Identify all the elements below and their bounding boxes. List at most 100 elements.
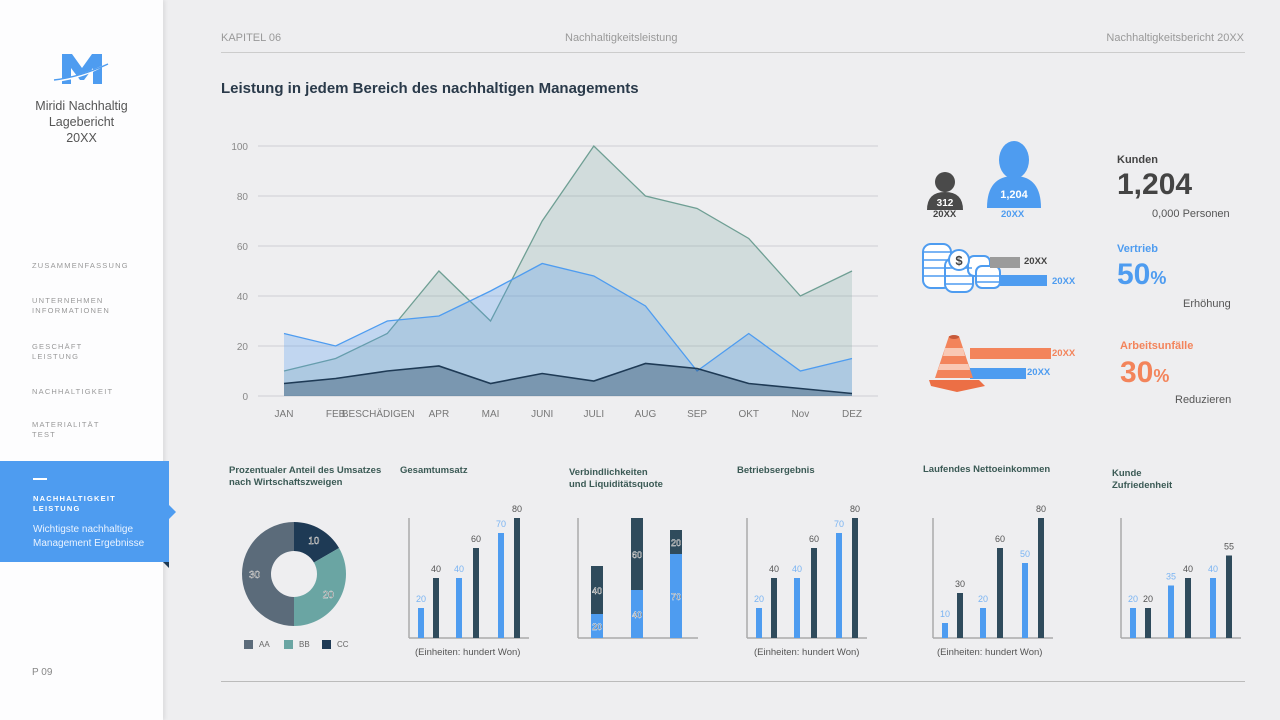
nav-label: GESCHÄFT: [32, 342, 83, 351]
svg-text:70: 70: [834, 519, 844, 529]
svg-text:0: 0: [242, 392, 248, 403]
donut-legend-bb: BB: [284, 640, 310, 649]
nav-label: TEST: [32, 430, 56, 439]
svg-text:10: 10: [940, 609, 950, 619]
svg-text:APR: APR: [429, 409, 450, 420]
chart-title-line: Verbindlichkeiten: [569, 467, 648, 478]
svg-text:20: 20: [1143, 594, 1153, 604]
stacked-bar-chart-verbindlichkeiten: 20 40 40 60 70 20: [577, 518, 698, 639]
svg-text:20: 20: [237, 342, 249, 353]
donut-title: Prozentualer Anteil des Umsatzes nach Wi…: [229, 465, 381, 489]
accidents-bar-prev: [970, 348, 1051, 359]
svg-text:JULI: JULI: [584, 409, 605, 420]
legend-swatch: [244, 640, 253, 649]
svg-text:20: 20: [978, 594, 988, 604]
unit-note: (Einheiten: hundert Won): [415, 647, 521, 658]
kpi-sales-number: 50: [1117, 258, 1151, 291]
svg-text:BESCHÄDIGEN: BESCHÄDIGEN: [342, 408, 415, 420]
person-small-icon: 312: [927, 172, 963, 210]
svg-text:20: 20: [671, 538, 681, 548]
sidebar-item-unternehmen-informationen[interactable]: UNTERNEHMEN INFORMATIONEN: [32, 296, 110, 316]
big-year: 20XX: [1001, 209, 1025, 220]
legend-swatch: [284, 640, 293, 649]
ribbon-fold: [163, 562, 169, 568]
sidebar-item-nachhaltigkeit[interactable]: NACHHALTIGKEIT: [32, 387, 113, 397]
nav-label: NACHHALTIGKEIT: [32, 387, 114, 396]
section-label: Nachhaltigkeitsleistung: [565, 32, 678, 44]
donut-legend-aa: AA: [244, 640, 270, 649]
nav-label: MATERIALITÄT: [32, 420, 100, 429]
svg-text:MAI: MAI: [482, 409, 500, 420]
svg-text:30: 30: [955, 579, 965, 589]
svg-text:40: 40: [1208, 564, 1218, 574]
donut-chart: 10 20 30: [242, 522, 346, 626]
kpi-sales-label: Vertrieb: [1117, 243, 1158, 255]
sidebar-item-materialitaet-test[interactable]: MATERIALITÄT TEST: [32, 420, 100, 440]
sales-bar-prev: [990, 257, 1020, 268]
bar-chart-betriebsergebnis: 20 40 40 60 70 80: [746, 504, 867, 639]
svg-text:10: 10: [308, 536, 320, 547]
bar-chart-nettoeinkommen: 10 30 20 60 50 80: [932, 504, 1053, 639]
chart-title-gesamtumsatz: Gesamtumsatz: [400, 465, 468, 476]
kpi-sales-sub: Erhöhung: [1183, 298, 1231, 310]
accidents-bar-prev-label: 20XX: [1052, 348, 1076, 359]
svg-text:$: $: [955, 253, 963, 268]
footer-divider: [221, 681, 1245, 682]
svg-text:100: 100: [231, 142, 248, 153]
nav-sublabel: Management Ergebnisse: [33, 538, 145, 549]
coins-icon: $: [922, 243, 1001, 293]
sidebar-item-geschaeft-leistung[interactable]: GESCHÄFT LEISTUNG: [32, 342, 82, 362]
kpi-sales-unit: %: [1150, 268, 1167, 288]
header-divider: [221, 52, 1245, 53]
svg-text:Nov: Nov: [791, 409, 809, 420]
svg-text:40: 40: [592, 586, 602, 596]
nav-label: INFORMATIONEN: [32, 306, 110, 315]
svg-text:20: 20: [592, 622, 602, 632]
nav-label: LEISTUNG: [33, 504, 81, 513]
svg-text:60: 60: [471, 534, 481, 544]
svg-text:35: 35: [1166, 572, 1176, 582]
svg-text:DEZ: DEZ: [842, 409, 862, 420]
svg-text:60: 60: [809, 534, 819, 544]
svg-text:1,204: 1,204: [1000, 189, 1028, 201]
nav-label: ZUSAMMENFASSUNG: [32, 261, 129, 270]
svg-text:80: 80: [237, 192, 249, 203]
chart-title-zufriedenheit: Kunde Zufriedenheit: [1112, 468, 1172, 492]
traffic-cone-icon: [929, 335, 985, 392]
sidebar-item-zusammenfassung[interactable]: ZUSAMMENFASSUNG: [32, 261, 129, 271]
bar-chart-gesamtumsatz: 20 40 40 60 70 80: [408, 504, 529, 639]
chart-title-verbindlichkeiten: Verbindlichkeiten und Liquiditätsquote: [569, 467, 663, 491]
kpi-accidents-label: Arbeitsunfälle: [1120, 340, 1194, 352]
accidents-bar-curr-label: 20XX: [1027, 367, 1051, 378]
kpi-panel: 312 20XX 1,204 20XX Kunden 1,204 0,000 P…: [915, 130, 1245, 430]
kpi-accidents-value: 30%: [1120, 356, 1169, 390]
active-nav-title: NACHHALTIGKEIT LEISTUNG: [33, 494, 116, 514]
svg-text:55: 55: [1224, 542, 1234, 552]
sidebar-item-nachhaltigkeit-leistung-active[interactable]: NACHHALTIGKEIT LEISTUNG Wichtigste nachh…: [0, 461, 176, 568]
svg-text:20: 20: [416, 594, 426, 604]
person-large-icon: 1,204: [987, 141, 1041, 208]
svg-text:80: 80: [1036, 504, 1046, 514]
kpi-accidents-unit: %: [1153, 366, 1170, 386]
svg-text:OKT: OKT: [738, 409, 759, 420]
svg-text:50: 50: [1020, 549, 1030, 559]
sales-bar-curr: [1000, 275, 1047, 286]
chart-title-nettoeinkommen: Laufendes Nettoeinkommen: [923, 464, 1051, 475]
svg-text:40: 40: [237, 292, 249, 303]
kpi-customers-sub: 0,000 Personen: [1152, 208, 1230, 220]
nav-sublabel: Wichtigste nachhaltige: [33, 524, 134, 535]
legend-label: CC: [337, 640, 349, 649]
active-arrow-icon: [169, 505, 176, 519]
chapter-label: KAPITEL 06: [221, 32, 282, 44]
svg-text:30: 30: [249, 570, 261, 581]
nav-label: UNTERNEHMEN: [32, 296, 104, 305]
svg-text:20: 20: [323, 590, 335, 601]
svg-text:60: 60: [995, 534, 1005, 544]
legend-label: BB: [299, 640, 310, 649]
svg-text:60: 60: [237, 242, 249, 253]
svg-text:40: 40: [1183, 564, 1193, 574]
svg-text:JUNI: JUNI: [531, 409, 553, 420]
unit-note: (Einheiten: hundert Won): [754, 647, 860, 658]
